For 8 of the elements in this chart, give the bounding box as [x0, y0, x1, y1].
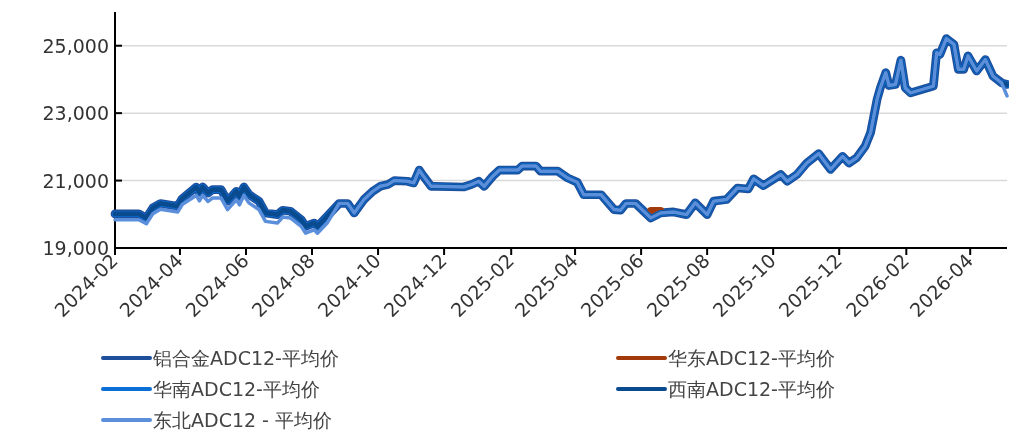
y-tick-label: 25,000 [42, 34, 109, 57]
legend-label: 东北ADC12 - 平均价 [153, 409, 333, 431]
legend-label: 西南ADC12-平均价 [668, 378, 835, 400]
y-tick-label: 23,000 [42, 102, 109, 125]
legend-label: 华东ADC12-平均价 [668, 347, 835, 369]
legend-label: 华南ADC12-平均价 [153, 378, 320, 400]
legend-label: 铝合金ADC12-平均价 [152, 347, 339, 369]
y-tick-label: 21,000 [42, 169, 109, 192]
